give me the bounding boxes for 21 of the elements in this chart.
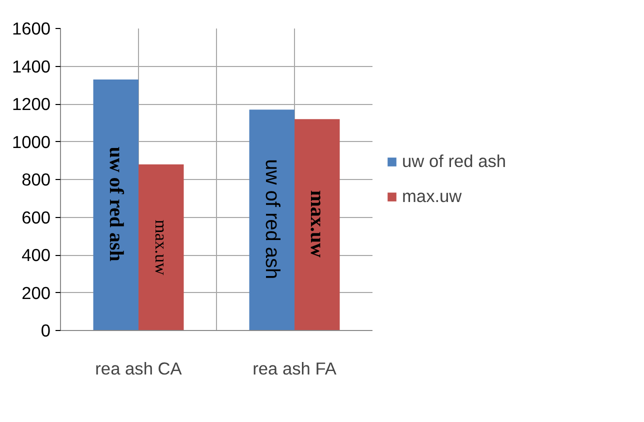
y-tick-label: 600: [22, 207, 51, 228]
y-tick-label: 400: [22, 245, 51, 265]
bar: [138, 164, 184, 330]
legend-label: max.uw: [402, 186, 462, 207]
annotation: max.uw: [306, 190, 328, 258]
x-tick-label: rea ash CA: [95, 358, 182, 378]
y-tick-label: 200: [22, 282, 51, 303]
y-tick-label: 1400: [12, 56, 51, 76]
annotation: uw of red ash: [104, 146, 127, 262]
y-tick-label: 0: [40, 320, 51, 340]
bar: [93, 79, 138, 330]
annotation: uw of red ash: [260, 159, 283, 280]
y-tick-label: 1000: [12, 132, 51, 152]
bar: [249, 110, 294, 330]
y-tick-label: 800: [22, 170, 51, 190]
legend-label: uw of red ash: [402, 151, 506, 172]
y-tick-label: 1600: [12, 18, 51, 38]
x-tick-label: rea ash FA: [252, 358, 337, 378]
y-tick-label: 1200: [12, 94, 51, 114]
bar: [294, 119, 340, 330]
annotation: max.uw: [152, 220, 171, 276]
